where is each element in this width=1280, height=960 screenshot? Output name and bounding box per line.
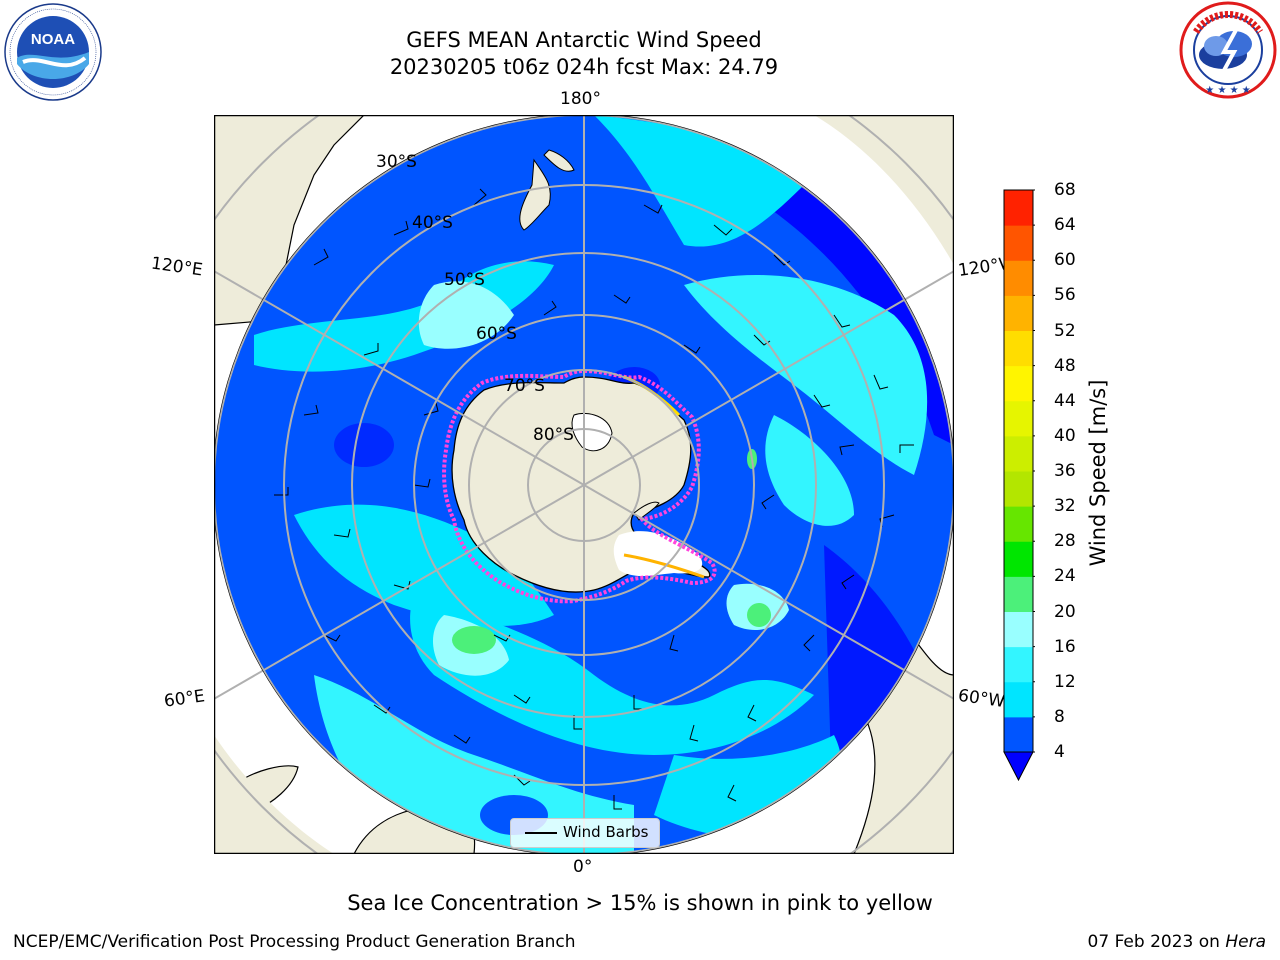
chart-subtitle: 20230205 t06z 024h fcst Max: 24.79 xyxy=(389,55,779,79)
colorbar-tick-label: 8 xyxy=(1054,706,1065,727)
lat-label-40s: 40°S xyxy=(412,213,453,233)
colorbar-band xyxy=(1004,190,1033,226)
colorbar-tick-label: 56 xyxy=(1054,285,1076,306)
lat-label-70s: 70°S xyxy=(504,376,545,396)
colorbar-tick-label: 64 xyxy=(1054,215,1076,236)
lat-label-60s: 60°S xyxy=(476,324,517,344)
land-australia xyxy=(214,115,365,326)
nws-logo: ★ ★ ★ ★ xyxy=(1179,1,1277,99)
colorbar-band xyxy=(1004,260,1033,296)
colorbar-graphic xyxy=(1003,189,1035,782)
colorbar-band xyxy=(1004,330,1033,367)
colorbar-tick-label: 20 xyxy=(1054,601,1076,622)
colorbar-band xyxy=(1004,541,1033,577)
colorbar-tick-label: 12 xyxy=(1054,671,1076,692)
colorbar-extend xyxy=(1003,751,1034,782)
colorbar-tick-label: 24 xyxy=(1054,566,1076,587)
colorbar-band xyxy=(1004,365,1033,402)
colorbar-band xyxy=(1004,225,1033,261)
wind-max-patch xyxy=(452,626,496,654)
lat-label-50s: 50°S xyxy=(444,270,485,290)
colorbar-tick-label: 60 xyxy=(1054,250,1076,271)
footer-date: 07 Feb 2023 on Hera xyxy=(1088,932,1266,952)
colorbar xyxy=(1003,188,1035,788)
colorbar-tick-label: 4 xyxy=(1054,742,1065,762)
footer-credit: NCEP/EMC/Verification Post Processing Pr… xyxy=(13,932,576,952)
wind-barbs xyxy=(274,188,914,810)
chart-title: GEFS MEAN Antarctic Wind Speed xyxy=(406,28,762,52)
sea-ice-edge xyxy=(442,368,717,604)
lon-label-60w: 60°W xyxy=(956,685,1007,713)
legend-line xyxy=(525,832,557,834)
footer-machine: Hera xyxy=(1225,932,1266,952)
lat-label-80s: 80°S xyxy=(533,425,574,445)
colorbar-band xyxy=(1004,400,1033,437)
colorbar-band xyxy=(1004,506,1033,542)
noaa-logo: NOAA xyxy=(4,3,102,101)
colorbar-tick-label: 36 xyxy=(1054,461,1076,481)
colorbar-tick-label: 40 xyxy=(1054,425,1076,446)
polar-map: Wind Barbs xyxy=(214,115,954,854)
legend-label: Wind Barbs xyxy=(563,823,649,841)
svg-text:★ ★ ★ ★: ★ ★ ★ ★ xyxy=(1205,85,1250,96)
colorbar-tick-label: 44 xyxy=(1054,390,1076,411)
footer-date-text: 07 Feb 2023 on xyxy=(1087,932,1226,952)
lon-label-0: 0° xyxy=(573,857,593,877)
colorbar-band xyxy=(1004,295,1033,331)
colorbar-band xyxy=(1004,716,1033,753)
ross-ice-shelf xyxy=(571,412,613,452)
colorbar-band xyxy=(1004,681,1033,718)
colorbar-tick-label: 28 xyxy=(1054,531,1076,552)
lon-label-60e: 60°E xyxy=(162,686,207,712)
colorbar-tick-label: 32 xyxy=(1054,496,1076,517)
colorbar-band xyxy=(1004,576,1033,612)
colorbar-band xyxy=(1004,471,1033,507)
map-plot xyxy=(214,115,954,854)
map-legend: Wind Barbs xyxy=(510,818,660,848)
graticule xyxy=(214,115,954,854)
lon-label-120e: 120°E xyxy=(149,253,204,281)
colorbar-band xyxy=(1004,611,1033,648)
noaa-logo-text: NOAA xyxy=(31,31,75,48)
lat-label-30s: 30°S xyxy=(376,152,417,172)
colorbar-tick-label: 16 xyxy=(1054,636,1076,657)
lon-label-180: 180° xyxy=(560,89,601,109)
colorbar-band xyxy=(1004,646,1033,683)
colorbar-tick-label: 48 xyxy=(1054,355,1076,376)
colorbar-label: Wind Speed [m/s] xyxy=(1086,379,1110,567)
colorbar-band xyxy=(1004,435,1033,472)
sea-ice-note: Sea Ice Concentration > 15% is shown in … xyxy=(347,891,933,915)
weddell-sea-ice xyxy=(613,531,703,577)
colorbar-tick-label: 52 xyxy=(1054,320,1076,341)
colorbar-tick-label: 68 xyxy=(1054,180,1076,200)
